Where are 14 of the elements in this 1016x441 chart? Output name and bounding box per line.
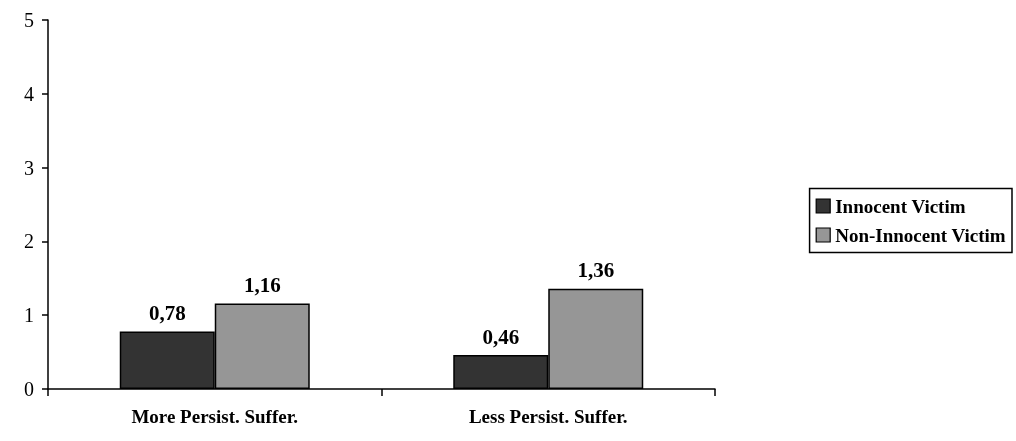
x-tick-label: Less Persist. Suffer. [468,406,628,427]
y-tick-label: 5 [24,9,34,31]
data-label: 0,78 [148,300,186,325]
y-tick-label: 2 [24,230,34,253]
y-tick-label: 0 [24,378,34,400]
data-label: 0,46 [482,324,520,349]
y-tick-label: 4 [24,82,34,105]
legend-label: Non-Innocent Victim [835,224,1006,246]
legend-label: Innocent Victim [835,195,966,217]
x-tick-label: More Persist. Suffer. [131,406,299,427]
data-label: 1,36 [577,258,615,283]
y-tick-label: 1 [24,304,34,327]
data-label: 1,16 [243,272,281,297]
y-tick-label: 3 [24,156,34,179]
